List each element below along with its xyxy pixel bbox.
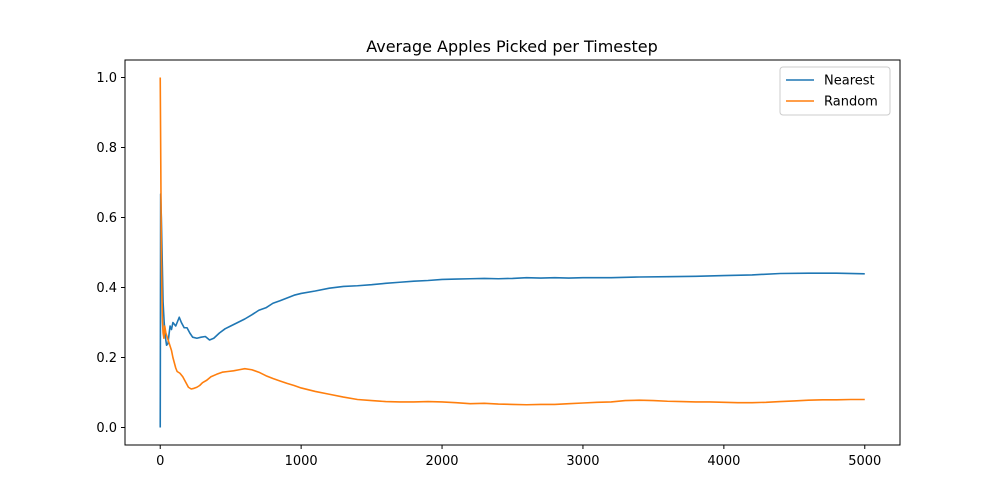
x-tick-label: 5000 (848, 454, 881, 469)
legend: Nearest Random (779, 66, 891, 116)
y-axis: 0.0 0.2 0.4 0.6 0.8 1.0 (96, 71, 125, 436)
y-tick-label: 0.6 (96, 211, 117, 226)
series-layer (159, 77, 865, 428)
series-line-random (159, 77, 865, 406)
series-line-nearest (159, 193, 865, 428)
y-tick-label: 0.8 (96, 141, 117, 156)
axes-frame (124, 59, 901, 446)
y-tick-label: 1.0 (96, 71, 117, 86)
legend-box (779, 66, 891, 116)
y-tick-label: 0.4 (96, 281, 117, 296)
x-tick-label: 4000 (707, 454, 740, 469)
x-tick-label: 2000 (425, 454, 458, 469)
y-tick-label: 0.0 (96, 421, 117, 436)
legend-label-random: Random (824, 95, 878, 110)
y-tick-label: 0.2 (96, 351, 117, 366)
x-tick-label: 3000 (566, 454, 599, 469)
x-tick-label: 1000 (285, 454, 318, 469)
legend-label-nearest: Nearest (824, 74, 875, 89)
x-axis: 0 1000 2000 3000 4000 5000 (156, 445, 881, 469)
x-tick-label: 0 (156, 454, 164, 469)
chart-title: Average Apples Picked per Timestep (366, 37, 658, 56)
